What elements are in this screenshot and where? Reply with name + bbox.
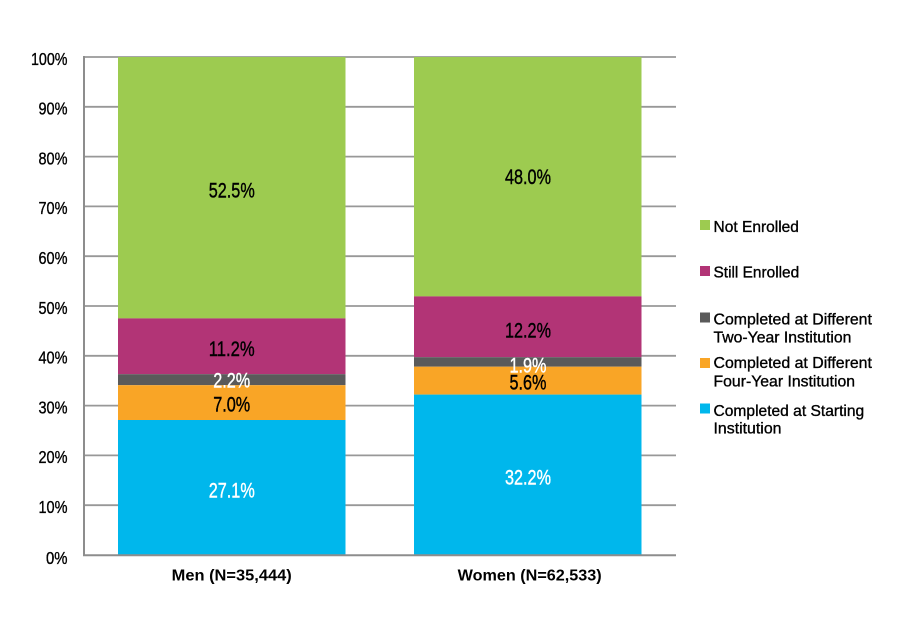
svg-text:Completed at Different: Completed at Different — [714, 312, 873, 329]
svg-text:60%: 60% — [39, 248, 68, 268]
svg-text:30%: 30% — [39, 397, 68, 417]
svg-text:27.1%: 27.1% — [209, 479, 255, 502]
svg-text:Institution: Institution — [714, 420, 782, 437]
svg-text:5.6%: 5.6% — [510, 371, 547, 394]
svg-text:2.2%: 2.2% — [213, 369, 250, 392]
svg-text:11.2%: 11.2% — [209, 338, 255, 361]
svg-text:90%: 90% — [39, 99, 68, 119]
svg-text:0%: 0% — [46, 548, 68, 568]
svg-text:Women (N=62,533): Women (N=62,533) — [458, 567, 602, 584]
svg-text:20%: 20% — [39, 447, 68, 467]
svg-text:70%: 70% — [39, 198, 68, 218]
svg-text:Completed at Starting: Completed at Starting — [714, 403, 865, 420]
svg-text:10%: 10% — [39, 497, 68, 517]
svg-text:40%: 40% — [39, 348, 68, 368]
svg-text:Men (N=35,444): Men (N=35,444) — [172, 567, 292, 584]
svg-text:100%: 100% — [31, 49, 68, 69]
svg-text:7.0%: 7.0% — [213, 394, 250, 417]
svg-text:12.2%: 12.2% — [505, 319, 551, 342]
svg-text:Completed at Different: Completed at Different — [714, 355, 873, 372]
svg-text:1.9%: 1.9% — [510, 354, 547, 377]
svg-text:50%: 50% — [39, 298, 68, 318]
svg-text:32.2%: 32.2% — [505, 466, 551, 489]
svg-text:52.5%: 52.5% — [209, 179, 255, 202]
svg-text:Four-Year Institution: Four-Year Institution — [714, 374, 856, 391]
svg-text:Two-Year Institution: Two-Year Institution — [714, 330, 852, 347]
svg-text:Not Enrolled: Not Enrolled — [714, 219, 799, 236]
svg-text:48.0%: 48.0% — [505, 166, 551, 189]
svg-text:80%: 80% — [39, 148, 68, 168]
svg-text:Still Enrolled: Still Enrolled — [714, 264, 800, 281]
